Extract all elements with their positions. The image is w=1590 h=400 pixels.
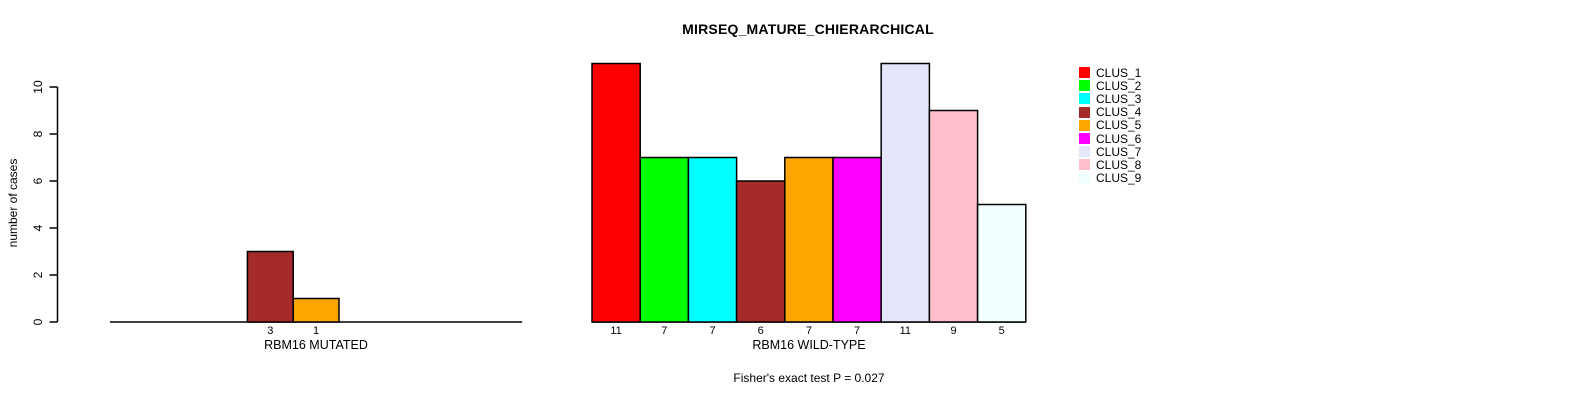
bar-CLUS_5: [292, 297, 340, 323]
bar-CLUS_5: [784, 156, 834, 323]
legend-swatch: [1079, 80, 1090, 92]
legend-label: CLUS_7: [1096, 144, 1142, 159]
bar-value-label: 7: [661, 325, 667, 337]
legend-item-CLUS_5: CLUS_5: [1079, 119, 1141, 132]
bar-CLUS_4: [735, 180, 786, 323]
legend-item-CLUS_8: CLUS_8: [1079, 158, 1141, 171]
x-axis-group-label-wild-type: RBM16 WILD-TYPE: [752, 338, 866, 352]
y-tick-label: 4: [31, 224, 45, 231]
legend-label: CLUS_3: [1096, 91, 1142, 106]
legend-swatch: [1079, 133, 1090, 145]
bar-CLUS_8: [928, 109, 979, 323]
x-axis-group-label-mutated: RBM16 MUTATED: [264, 338, 368, 352]
bar-value-label: 5: [999, 325, 1005, 337]
legend-label: CLUS_5: [1096, 118, 1142, 133]
legend-swatch: [1079, 119, 1090, 131]
bar-value-label: 1: [313, 325, 319, 337]
bar-CLUS_1: [591, 62, 641, 323]
legend-item-CLUS_1: CLUS_1: [1079, 66, 1141, 79]
legend-item-CLUS_7: CLUS_7: [1079, 145, 1141, 158]
legend-swatch: [1079, 172, 1090, 184]
bar-CLUS_9: [976, 203, 1027, 323]
bar-CLUS_6: [832, 156, 882, 323]
legend-swatch: [1079, 106, 1090, 118]
bar-CLUS_7: [880, 62, 931, 323]
bar-value-label: 7: [806, 325, 812, 337]
chart-title: MIRSEQ_MATURE_CHIERARCHICAL: [682, 21, 934, 37]
bar-value-label: 7: [709, 325, 715, 337]
legend-swatch: [1079, 146, 1090, 158]
bar-value-label: 6: [758, 325, 764, 337]
legend-item-CLUS_3: CLUS_3: [1079, 92, 1141, 105]
bar-value-label: 7: [854, 325, 860, 337]
legend-swatch: [1079, 67, 1090, 79]
legend-item-CLUS_4: CLUS_4: [1079, 106, 1141, 119]
bar-value-label: 9: [950, 325, 956, 337]
bar-value-label: 11: [900, 325, 911, 337]
y-tick-label: 0: [31, 318, 45, 325]
bar-CLUS_2: [639, 156, 690, 323]
legend-label: CLUS_1: [1096, 65, 1142, 80]
legend-label: CLUS_2: [1096, 78, 1142, 93]
legend-swatch: [1079, 93, 1090, 105]
legend-label: CLUS_8: [1096, 157, 1142, 172]
legend-label: CLUS_6: [1096, 131, 1142, 146]
legend-item-CLUS_6: CLUS_6: [1079, 132, 1141, 145]
bar-value-label: 3: [267, 325, 273, 337]
y-tick-label: 8: [31, 130, 45, 137]
legend-label: CLUS_4: [1096, 105, 1142, 120]
legend-swatch: [1079, 159, 1090, 171]
y-tick-label: 2: [31, 271, 45, 278]
bar-CLUS_4: [246, 250, 294, 323]
legend: CLUS_1 CLUS_2 CLUS_3 CLUS_4 CLUS_5 CLUS_6 CLUS…: [1079, 66, 1141, 185]
y-tick-label: 10: [31, 80, 45, 94]
bar-CLUS_3: [687, 156, 738, 323]
legend-label: CLUS_9: [1096, 171, 1142, 186]
legend-item-CLUS_2: CLUS_2: [1079, 79, 1141, 92]
legend-item-CLUS_9: CLUS_9: [1079, 172, 1141, 185]
y-tick-label: 6: [31, 177, 45, 184]
bar-value-label: 11: [610, 325, 621, 337]
annotation-fisher-test: Fisher's exact test P = 0.027: [733, 371, 885, 385]
